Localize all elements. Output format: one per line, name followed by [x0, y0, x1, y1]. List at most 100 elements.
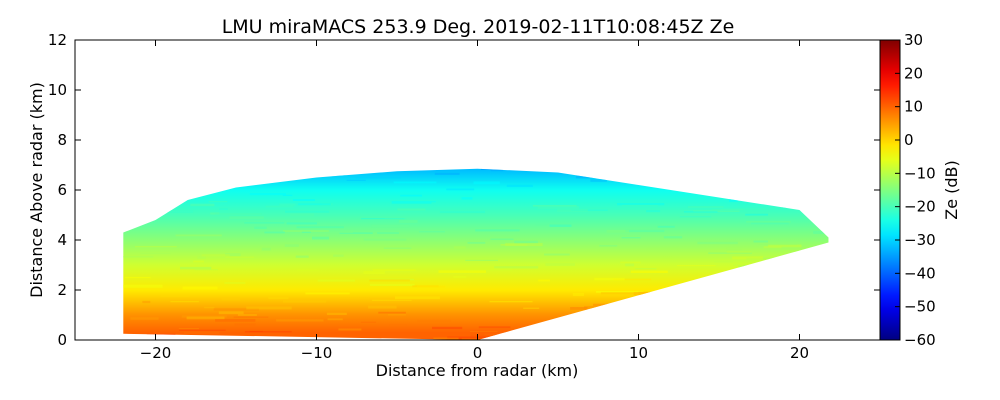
colorbar-tick-label: −30 — [904, 231, 936, 249]
x-tick-label: 20 — [790, 344, 809, 362]
echo-streak — [417, 285, 446, 289]
chart-title: LMU miraMACS 253.9 Deg. 2019-02-11T10:08… — [222, 16, 735, 38]
colorbar-tick-label: −50 — [904, 298, 936, 316]
echo-streak — [763, 246, 782, 249]
echo-streak — [490, 169, 503, 172]
y-axis: 0 2 4 6 8 10 12 — [48, 31, 880, 349]
colorbar — [879, 39, 901, 341]
echo-streak — [439, 210, 486, 214]
echo-streak — [296, 226, 344, 229]
echo-streak — [391, 201, 436, 203]
echo-streak — [180, 266, 212, 270]
echo-streak — [369, 283, 415, 286]
echo-streak — [622, 204, 658, 207]
echo-streak — [215, 319, 256, 322]
echo-streak — [538, 279, 550, 282]
echo-streak — [295, 255, 309, 258]
echo-streak — [447, 336, 492, 339]
echo-streak — [599, 244, 618, 247]
echo-streak — [338, 297, 370, 299]
colorbar-tick-label: −10 — [904, 164, 936, 182]
echo-streak — [193, 260, 204, 263]
echo-streak — [556, 209, 588, 212]
x-tick-label: 10 — [629, 344, 648, 362]
echo-streak — [419, 231, 445, 233]
echo-streak — [478, 326, 511, 329]
echo-streak — [572, 293, 584, 296]
echo-streak — [135, 246, 177, 248]
x-tick-label: 0 — [473, 344, 483, 362]
echo-streak — [395, 296, 440, 300]
echo-streak — [368, 305, 397, 309]
y-tick-label: 12 — [48, 31, 67, 49]
echo-streak — [617, 203, 665, 206]
echo-streak — [753, 240, 768, 243]
colorbar-tick-label: −20 — [904, 198, 936, 216]
echo-streak — [194, 269, 218, 271]
echo-streak — [537, 205, 579, 209]
echo-streak — [279, 203, 296, 206]
echo-streak — [523, 307, 540, 309]
echo-streak — [339, 232, 373, 234]
echo-streak — [360, 321, 376, 323]
echo-streak — [751, 222, 789, 225]
echo-streak — [372, 269, 416, 271]
echo-streak — [283, 300, 327, 303]
echo-streak — [369, 279, 410, 282]
echo-streak — [625, 229, 665, 233]
echo-streak — [204, 306, 215, 309]
echo-streak — [213, 308, 259, 311]
echo-streak — [123, 284, 163, 288]
echo-streak — [140, 253, 171, 254]
echo-streak — [544, 253, 570, 256]
echo-streak — [745, 213, 768, 216]
colorbar-tick-label: 0 — [904, 131, 914, 149]
echo-streak — [160, 295, 190, 298]
echo-streak — [225, 256, 255, 258]
echo-streak — [470, 334, 507, 338]
echo-streak — [163, 210, 194, 213]
echo-streak — [221, 297, 241, 301]
echo-streak — [711, 209, 744, 211]
echo-streak — [506, 184, 533, 187]
echo-streak — [625, 263, 634, 267]
echo-streak — [363, 271, 385, 275]
echo-streak — [229, 216, 264, 219]
echo-streak — [397, 208, 426, 211]
echo-streak — [687, 206, 724, 208]
echo-streak — [590, 179, 607, 182]
echo-streak — [393, 181, 437, 184]
echo-streak — [693, 210, 740, 212]
echo-streak — [219, 208, 228, 210]
x-tick-label: −20 — [140, 344, 172, 362]
echo-streak — [268, 296, 289, 300]
echo-streak — [453, 276, 467, 278]
echo-streak — [325, 231, 353, 234]
echo-streak — [726, 247, 743, 251]
echo-streak — [276, 319, 324, 322]
echo-streak — [233, 316, 269, 318]
echo-streak — [635, 268, 657, 270]
echo-streak — [377, 232, 399, 234]
echo-streak — [661, 256, 673, 259]
echo-streak — [545, 263, 575, 266]
echo-streak — [184, 331, 220, 334]
echo-streak — [361, 218, 405, 220]
y-tick-label: 6 — [57, 181, 67, 199]
echo-streak — [596, 290, 644, 293]
echo-streak — [490, 238, 514, 240]
echo-streak — [301, 231, 311, 233]
echo-streak — [473, 181, 500, 185]
echo-streak — [600, 292, 642, 295]
echo-streak — [466, 268, 512, 271]
echo-streak — [683, 211, 718, 213]
echo-streak — [697, 241, 738, 245]
y-tick-label: 10 — [48, 81, 67, 99]
echo-streak — [346, 179, 366, 181]
echo-streak — [283, 230, 329, 232]
x-axis: −20 −10 0 10 20 — [140, 40, 809, 362]
echo-streak — [475, 229, 520, 232]
echo-streak — [178, 328, 199, 330]
echo-streak — [372, 299, 412, 301]
